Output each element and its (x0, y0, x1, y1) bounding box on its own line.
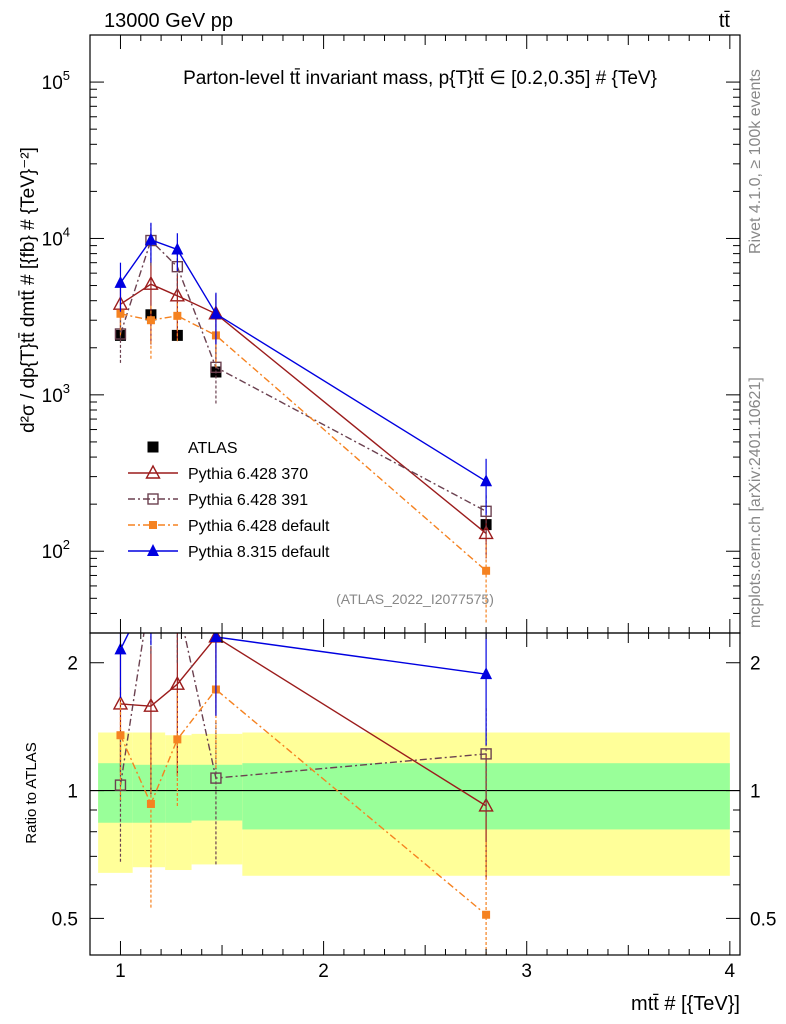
data-point (171, 242, 184, 255)
ratio-panel: 0.5 0.5 1 1 2 2 1 2 3 4 Ratio to ATLAS mtt̄ # [{… (23, 632, 777, 1015)
y-tick-label: 103 (42, 381, 70, 407)
data-point (482, 566, 491, 575)
x-tick-label: 4 (725, 961, 736, 982)
legend-marker (147, 441, 159, 453)
stat-uncertainty-band (98, 763, 133, 823)
data-point (144, 232, 157, 245)
ratio-y-tick-label-right: 2 (750, 654, 761, 675)
legend-marker (149, 521, 157, 529)
data-point (114, 642, 127, 655)
ratio-y-axis: 0.5 0.5 1 1 2 2 (52, 654, 777, 931)
main-series (112, 222, 494, 623)
plot-title: Parton-level tt̄ invariant mass, p{T}tt̄… (183, 68, 657, 89)
data-point (114, 779, 127, 791)
energy-label: 13000 GeV pp (104, 10, 233, 32)
data-point (210, 772, 222, 784)
data-point (116, 309, 125, 318)
y-tick-label: 102 (42, 537, 70, 563)
legend-label: Pythia 8.315 default (188, 544, 330, 561)
ratio-y-tick-label-right: 1 (750, 782, 761, 803)
main-panel: 102 103 104 105 Parton-level tt̄ invariant … (18, 34, 741, 634)
data-point (482, 910, 491, 919)
series-line-pythia-8-315-default (119, 238, 487, 482)
series-pythia-8-315-default (114, 222, 493, 516)
legend-label: ATLAS (188, 440, 238, 457)
series-pythia-6-428-default (116, 297, 491, 623)
data-point (480, 667, 493, 680)
stat-uncertainty-band (132, 764, 166, 823)
ratio-series (112, 633, 494, 955)
legend-item-pythia-6-428-370: Pythia 6.428 370 (128, 464, 308, 483)
process-label: tt̄ (719, 10, 731, 32)
series-line-pythia-6-428-391 (119, 633, 487, 786)
data-point (209, 306, 222, 319)
legend-marker (147, 544, 159, 556)
x-tick-label: 3 (521, 961, 532, 982)
series-line-pythia-6-428-default (120, 313, 487, 572)
y-tick-label: 105 (42, 68, 70, 94)
stat-uncertainty-band (165, 764, 192, 823)
series-line-pythia-8-315-default (119, 633, 487, 675)
ratio-y-tick-label: 1 (67, 782, 78, 803)
ratio-y-tick-label-right: 0.5 (750, 909, 776, 930)
legend-item-atlas: ATLAS (147, 440, 238, 457)
legend-item-pythia-6-428-default: Pythia 6.428 default (128, 518, 330, 535)
data-point (146, 799, 155, 808)
legend-item-pythia-6-428-391: Pythia 6.428 391 (128, 492, 308, 509)
stat-uncertainty-band (191, 764, 243, 821)
x-tick-label: 1 (115, 961, 126, 982)
data-point (480, 474, 493, 487)
ratio-y-label: Ratio to ATLAS (23, 742, 40, 843)
data-point (480, 748, 492, 760)
main-x-ticks (119, 35, 731, 633)
main-y-label: d²σ / dp{T}tt̄ dmtt̄ # [{fb} # {TeV}⁻²] (18, 147, 39, 433)
mcplots-label: mcplots.cern.ch [arXiv:2401.10621] (747, 377, 764, 628)
legend-label: Pythia 6.428 391 (188, 492, 308, 509)
y-tick-label: 104 (42, 224, 70, 250)
series-pythia-6-428-391 (114, 224, 492, 534)
legend-label: Pythia 6.428 default (188, 518, 330, 535)
x-axis-label: mtt̄ # [{TeV}] (631, 993, 740, 1015)
data-point (478, 524, 494, 540)
ratio-frame (89, 632, 741, 956)
data-point (116, 731, 125, 740)
data-point (173, 735, 182, 744)
data-point (143, 697, 159, 712)
ratio-y-tick-label: 2 (67, 654, 78, 675)
data-point (143, 275, 159, 290)
data-point (146, 316, 155, 325)
ratio-y-tick-label: 0.5 (52, 909, 78, 930)
data-point (114, 275, 127, 288)
legend-item-pythia-8-315-default: Pythia 8.315 default (128, 544, 330, 561)
ratio-x-axis: 1 2 3 4 (115, 633, 736, 982)
analysis-id: (ATLAS_2022_I2077575) (336, 591, 494, 607)
legend-marker (147, 493, 159, 505)
legend: ATLAS Pythia 6.428 370 Pythia 6.428 391 Pyt… (128, 440, 330, 561)
x-tick-label: 2 (318, 961, 329, 982)
data-point (173, 311, 182, 320)
rivet-label: Rivet 4.1.0, ≥ 100k events (747, 69, 764, 254)
legend-marker (145, 464, 161, 479)
legend-label: Pythia 6.428 370 (188, 466, 308, 483)
series-pythia-8-315-default (114, 633, 493, 746)
main-y-axis: 102 103 104 105 (42, 34, 740, 634)
data-point (169, 675, 186, 690)
series-pythia-6-428-370 (112, 261, 494, 559)
data-point (209, 633, 222, 642)
